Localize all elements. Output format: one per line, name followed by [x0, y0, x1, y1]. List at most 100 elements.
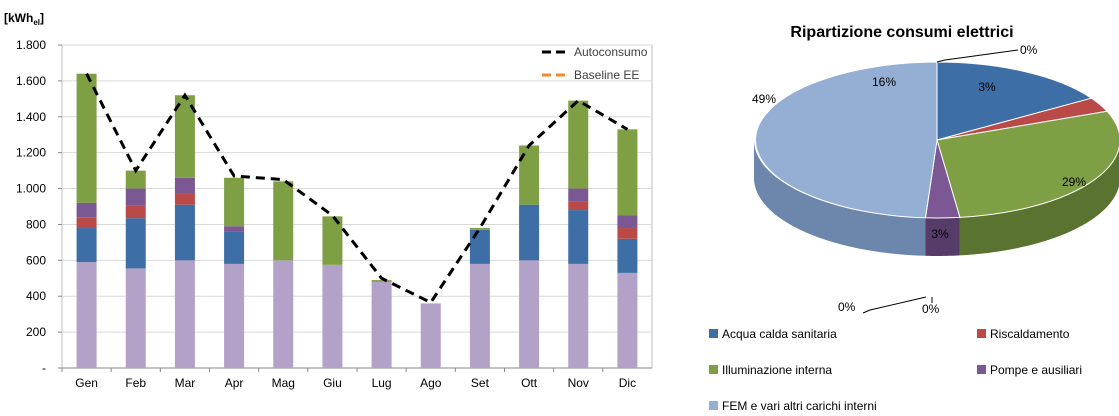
bar-segment-fem-ott — [519, 260, 540, 368]
x-tick-label-giu: Giu — [323, 376, 342, 390]
x-tick-label-gen: Gen — [75, 376, 98, 390]
x-tick-label-ago: Ago — [420, 376, 442, 390]
pie-side-illuminazione-interna — [959, 147, 1119, 256]
legend-swatch-acqua-calda-sanitaria — [709, 329, 718, 338]
leader-line — [862, 296, 927, 314]
pie-label-zero-top: 0% — [1020, 43, 1038, 57]
leader-line — [936, 49, 1019, 63]
pie-label-zero-bottom: 0% — [922, 302, 940, 316]
legend-label-autoconsumo: Autoconsumo — [574, 45, 648, 59]
legend-label-illuminazione-interna: Illuminazione interna — [722, 363, 832, 377]
bar-segment-riscaldamento-dic — [617, 228, 638, 239]
legend-swatch-riscaldamento — [977, 329, 986, 338]
bar-segment-fem-giu — [322, 264, 343, 368]
bar-chart: [kWhel] - 200 400 600 800 1.000 1.200 1.400 1.60… — [4, 11, 653, 390]
x-tick-label-feb: Feb — [125, 376, 146, 390]
gridlines — [61, 44, 653, 369]
bar-segment-fem-dic — [617, 272, 638, 368]
bar-segment-pompe-dic — [617, 215, 638, 229]
bar-segment-acqua-apr — [224, 231, 245, 264]
y-tick-label: 1.800 — [16, 38, 46, 52]
pie-slice-illuminazione-interna — [936, 110, 1119, 218]
pie-label-fem-e-vari-altri-carichi-interni: 49% — [752, 92, 776, 106]
y-tick-label: 200 — [26, 325, 46, 339]
bar-segment-fem-mar — [174, 260, 195, 368]
pie-title: Ripartizione consumi elettrici — [790, 24, 1013, 41]
bar-segment-pompe-nov — [568, 188, 589, 202]
pie-side-fem-e-vari-altri-carichi-interni — [754, 140, 926, 256]
stacked-bars — [76, 73, 638, 368]
legend-label-baseline-ee: Baseline EE — [574, 68, 639, 82]
y-axis-ticks: - 200 400 600 800 1.000 1.200 1.400 1.600 1.800 — [16, 38, 62, 375]
bar-segment-acqua-feb — [125, 218, 146, 269]
y-tick-label: 1.600 — [16, 74, 46, 88]
pie-body — [754, 61, 1119, 256]
bar-segment-fem-mag — [273, 260, 294, 368]
x-axis-ticks: Gen Feb Mar Apr Mag Giu Lug Ago Set Ott Nov Dic — [61, 368, 636, 390]
bar-segment-acqua-mar — [174, 204, 195, 261]
legend-label-riscaldamento: Riscaldamento — [990, 327, 1070, 341]
bar-segment-illuminazione-gen — [76, 73, 97, 203]
bar-segment-fem-apr — [224, 263, 245, 368]
bar-segment-riscaldamento-nov — [568, 201, 589, 211]
bar-segment-pompe-gen — [76, 202, 97, 218]
y-tick-label: 800 — [26, 217, 46, 231]
bar-segment-illuminazione-apr — [224, 177, 245, 227]
bar-segment-fem-gen — [76, 262, 97, 368]
bar-segment-pompe-apr — [224, 226, 245, 232]
line-autoconsumo — [85, 73, 629, 305]
bar-segment-illuminazione-giu — [322, 216, 343, 265]
y-tick-label: 1.400 — [16, 110, 46, 124]
legend: Autoconsumo Baseline EE — [542, 45, 648, 82]
bar-segment-pompe-feb — [125, 188, 146, 206]
pie-label-riscaldamento: 3% — [978, 80, 996, 94]
y-tick-label: - — [42, 361, 46, 375]
pie-labels: 16% 3% 29% 3% 49% 0% 0% 0% — [752, 43, 1086, 316]
bar-segment-illuminazione-feb — [125, 170, 146, 189]
pie-label-pompe-e-ausiliari: 3% — [931, 227, 949, 241]
legend-label-acqua-calda-sanitaria: Acqua calda sanitaria — [722, 327, 837, 341]
pie-label-zero-bottom-left: 0% — [838, 300, 856, 314]
pie-label-illuminazione-interna: 29% — [1062, 175, 1086, 189]
bar-segment-riscaldamento-gen — [76, 217, 97, 229]
bar-segment-acqua-dic — [617, 238, 638, 273]
bar-segment-fem-ago — [420, 303, 441, 368]
bar-segment-fem-lug — [371, 281, 392, 368]
bar-segment-riscaldamento-feb — [125, 205, 146, 219]
pie-side-pompe-e-ausiliari — [925, 217, 960, 256]
bar-segment-illuminazione-ott — [519, 145, 540, 205]
pie-chart: Ripartizione consumi elettrici 16% 3% 29% 3… — [709, 24, 1119, 413]
x-tick-label-ott: Ott — [521, 376, 538, 390]
pie-slice-fem-e-vari-altri-carichi-interni — [755, 61, 938, 219]
pie-label-acqua-calda-sanitaria: 16% — [872, 75, 896, 89]
x-tick-label-mar: Mar — [175, 376, 196, 390]
bar-segment-illuminazione-nov — [568, 100, 589, 189]
bar-segment-illuminazione-mar — [174, 95, 195, 178]
bar-segment-illuminazione-set — [469, 228, 490, 230]
legend-label-pompe-e-ausiliari: Pompe e ausiliari — [990, 363, 1082, 377]
bar-segment-acqua-gen — [76, 228, 97, 263]
line-series — [85, 73, 629, 305]
y-tick-label: 1.200 — [16, 146, 46, 160]
x-tick-label-apr: Apr — [225, 376, 244, 390]
bar-segment-illuminazione-dic — [617, 129, 638, 216]
legend-swatch-pompe-e-ausiliari — [977, 365, 986, 374]
x-tick-label-lug: Lug — [372, 376, 392, 390]
x-tick-label-set: Set — [471, 376, 490, 390]
x-tick-label-nov: Nov — [568, 376, 589, 390]
y-axis-unit-label: [kWhel] — [4, 11, 44, 27]
bar-segment-illuminazione-lug — [371, 280, 392, 282]
x-tick-label-mag: Mag — [272, 376, 295, 390]
bar-segment-acqua-ott — [519, 204, 540, 261]
pie-legend: Acqua calda sanitaria Riscaldamento Illumi… — [709, 327, 1082, 413]
bar-segment-acqua-set — [469, 229, 490, 264]
bar-segment-fem-nov — [568, 263, 589, 368]
bar-segment-acqua-nov — [568, 210, 589, 264]
legend-swatch-illuminazione-interna — [709, 365, 718, 374]
y-tick-label: 1.000 — [16, 182, 46, 196]
legend-swatch-fem-e-vari-altri-carichi-interni — [709, 401, 718, 410]
y-tick-label: 400 — [26, 289, 46, 303]
x-tick-label-dic: Dic — [619, 376, 636, 390]
bar-segment-riscaldamento-mar — [174, 193, 195, 205]
legend-label-fem-e-vari-altri-carichi-interni: FEM e vari altri carichi interni — [722, 399, 877, 413]
